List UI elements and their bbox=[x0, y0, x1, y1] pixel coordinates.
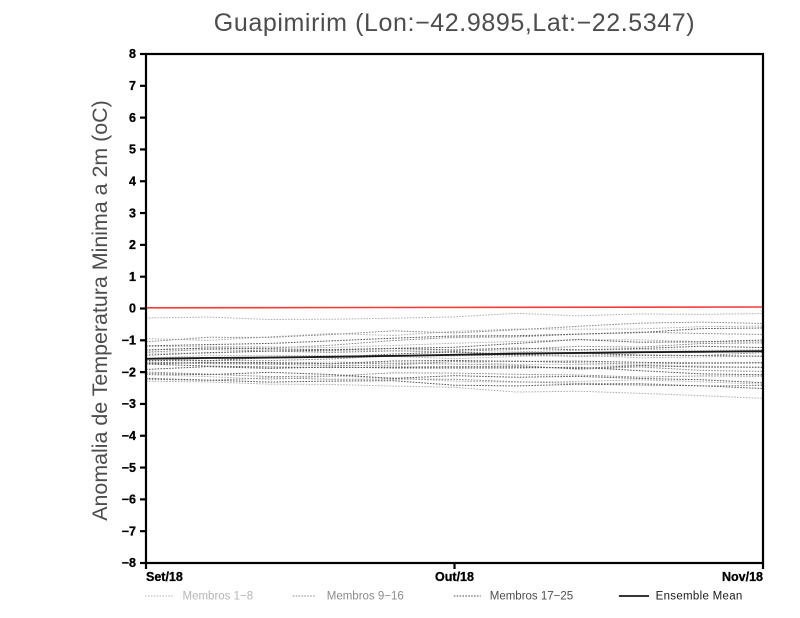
svg-text:Anomalia de Temperatura Minima: Anomalia de Temperatura Minima a 2m (oC) bbox=[88, 100, 112, 520]
svg-text:−1: −1 bbox=[122, 334, 136, 348]
svg-text:−4: −4 bbox=[122, 429, 136, 443]
svg-text:4: 4 bbox=[129, 174, 136, 188]
svg-text:Membros 9−16: Membros 9−16 bbox=[327, 591, 404, 603]
svg-text:−8: −8 bbox=[122, 556, 136, 570]
svg-text:−6: −6 bbox=[122, 493, 136, 507]
svg-text:−7: −7 bbox=[122, 524, 136, 538]
svg-text:−5: −5 bbox=[122, 461, 136, 475]
svg-text:0: 0 bbox=[129, 302, 136, 316]
svg-text:Out/18: Out/18 bbox=[435, 570, 474, 584]
svg-text:Nov/18: Nov/18 bbox=[722, 570, 763, 584]
svg-text:Membros 1−8: Membros 1−8 bbox=[183, 591, 254, 603]
svg-text:5: 5 bbox=[129, 143, 136, 157]
svg-text:−3: −3 bbox=[122, 397, 136, 411]
svg-text:Membros 17−25: Membros 17−25 bbox=[490, 591, 573, 603]
svg-text:8: 8 bbox=[129, 47, 136, 61]
svg-text:Set/18: Set/18 bbox=[146, 570, 183, 584]
svg-text:1: 1 bbox=[129, 270, 136, 284]
svg-text:6: 6 bbox=[129, 111, 136, 125]
svg-text:3: 3 bbox=[129, 206, 136, 220]
svg-text:−2: −2 bbox=[122, 365, 136, 379]
svg-text:7: 7 bbox=[129, 79, 136, 93]
svg-text:Ensemble Mean: Ensemble Mean bbox=[656, 591, 743, 603]
svg-text:2: 2 bbox=[129, 238, 136, 252]
